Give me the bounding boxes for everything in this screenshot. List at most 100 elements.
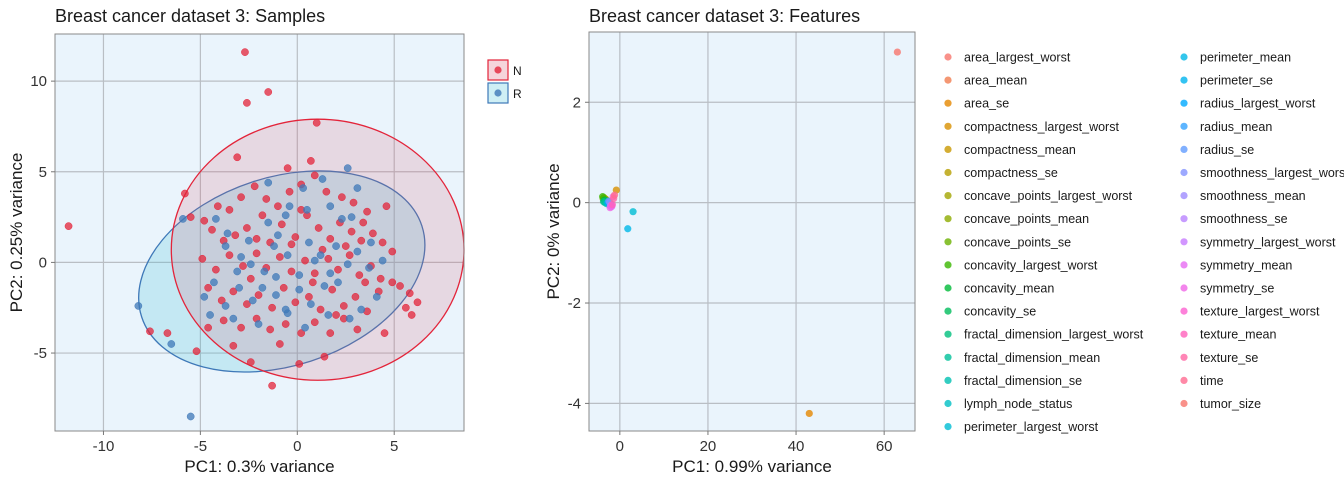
sample-point-r: [233, 267, 242, 276]
sample-point-n: [268, 381, 276, 390]
sample-point-r: [264, 178, 273, 187]
sample-point-n: [264, 88, 273, 96]
sample-point-n: [243, 224, 251, 232]
legend-label: concave_points_mean: [964, 212, 1089, 226]
sample-point-r: [272, 273, 280, 281]
legend-label-n: N: [513, 64, 522, 78]
legend-label: texture_mean: [1200, 328, 1276, 342]
sample-point-r: [299, 184, 307, 192]
feature-point: [805, 409, 813, 418]
samples-points: [64, 48, 422, 421]
legend-marker: [1180, 261, 1188, 269]
sample-point-n: [341, 242, 350, 250]
sample-point-n: [258, 211, 267, 220]
legend-label: symmetry_mean: [1200, 258, 1292, 272]
legend-marker: [1180, 353, 1188, 361]
feature-point: [893, 48, 901, 56]
sample-point-n: [266, 325, 275, 334]
sample-point-n: [204, 283, 212, 292]
legend-label: smoothness_largest_worst: [1200, 166, 1344, 180]
samples-y-tick-label: -5: [34, 345, 47, 362]
features-x-tick-label: 20: [700, 438, 717, 455]
samples-x-tick-label: 5: [390, 438, 398, 455]
sample-point-r: [272, 291, 280, 299]
sample-point-r: [310, 256, 319, 265]
sample-point-r: [281, 211, 290, 220]
sample-point-n: [283, 164, 292, 172]
sample-point-n: [192, 347, 201, 356]
sample-point-r: [244, 236, 253, 245]
legend-label: area_largest_worst: [964, 51, 1071, 65]
sample-point-n: [243, 99, 251, 107]
sample-point-r: [223, 229, 232, 238]
sample-point-n: [388, 278, 397, 287]
sample-point-n: [326, 234, 335, 243]
feature-point: [629, 208, 637, 216]
legend-marker: [944, 99, 952, 107]
samples-x-tick-label: 0: [293, 438, 301, 455]
features-x-tick-label: 40: [788, 438, 805, 455]
legend-marker: [944, 307, 952, 315]
sample-point-n: [396, 282, 404, 290]
sample-point-n: [291, 233, 300, 241]
legend-label: texture_largest_worst: [1200, 305, 1320, 319]
sample-point-r: [332, 242, 340, 250]
sample-point-n: [268, 303, 276, 312]
features-chart-title: Breast cancer dataset 3: Features: [589, 6, 860, 26]
sample-point-r: [326, 269, 335, 278]
legend-label: fractal_dimension_se: [964, 374, 1082, 388]
confidence-ellipse-r: [138, 170, 426, 373]
sample-point-r: [347, 213, 356, 221]
legend-label: texture_se: [1200, 351, 1258, 365]
sample-point-n: [369, 229, 377, 238]
sample-point-r: [258, 283, 267, 292]
features-gridlines: [589, 32, 915, 431]
sample-point-n: [361, 278, 369, 287]
sample-point-n: [305, 293, 313, 301]
sample-point-r: [221, 302, 230, 310]
samples-plot-background: [55, 34, 464, 431]
sample-point-n: [287, 267, 296, 276]
sample-point-n: [181, 189, 189, 198]
sample-point-n: [237, 193, 245, 202]
legend-marker: [944, 192, 952, 200]
features-y-tick-label: 0: [573, 195, 581, 212]
sample-point-n: [407, 311, 416, 319]
sample-point-r: [235, 283, 243, 292]
legend-label: smoothness_mean: [1200, 189, 1306, 203]
sample-point-n: [208, 225, 216, 234]
legend-label: area_se: [964, 97, 1009, 111]
sample-point-n: [297, 329, 306, 337]
sample-point-n: [281, 320, 290, 328]
sample-point-r: [206, 311, 214, 319]
samples-legend: NR: [487, 59, 522, 104]
sample-point-n: [307, 157, 315, 165]
sample-point-r: [334, 278, 342, 287]
sample-point-n: [229, 287, 238, 296]
legend-marker: [1180, 399, 1188, 408]
sample-point-r: [320, 282, 329, 290]
feature-point: [624, 225, 632, 233]
sample-point-r: [260, 267, 269, 276]
legend-marker: [944, 145, 952, 153]
legend-label: radius_largest_worst: [1200, 97, 1316, 111]
sample-point-r: [303, 205, 311, 214]
sample-point-r: [357, 305, 366, 314]
sample-point-n: [200, 216, 209, 225]
sample-point-n: [338, 193, 346, 202]
legend-label: area_mean: [964, 74, 1027, 88]
legend-label: tumor_size: [1200, 397, 1261, 411]
sample-point-r: [285, 202, 294, 211]
sample-point-n: [355, 271, 364, 279]
legend-label: concave_points_se: [964, 235, 1071, 249]
sample-point-n: [310, 171, 319, 180]
legend-label: perimeter_se: [1200, 74, 1273, 88]
sample-point-n: [239, 262, 247, 270]
sample-point-n: [163, 329, 172, 337]
features-points: [599, 48, 901, 418]
sample-point-n: [322, 187, 331, 196]
sample-point-n: [262, 195, 271, 203]
sample-point-n: [353, 325, 362, 334]
sample-point-n: [285, 187, 294, 196]
legend-marker: [944, 330, 952, 338]
